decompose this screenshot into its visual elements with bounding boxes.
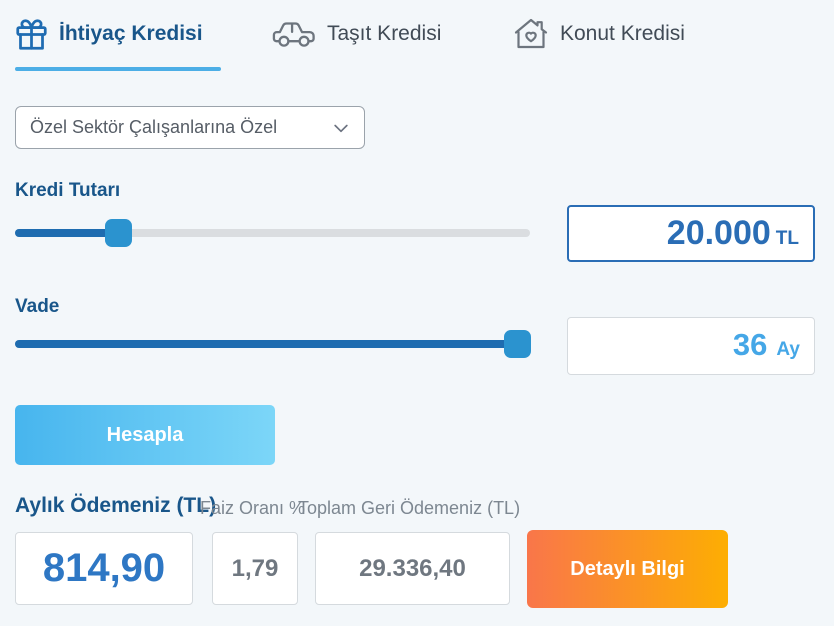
- interest-rate-label: Faiz Oranı %: [200, 498, 306, 518]
- tab-label-tasit: Taşıt Kredisi: [327, 22, 442, 45]
- monthly-payment-value: 814,90: [42, 546, 166, 590]
- car-icon: [272, 19, 316, 50]
- detail-info-button[interactable]: Detaylı Bilgi: [527, 530, 728, 608]
- tab-label-konut: Konut Kredisi: [560, 22, 685, 45]
- amount-value-box[interactable]: 20.000 TL: [567, 205, 815, 262]
- amount-slider-fill: [15, 229, 118, 237]
- amount-slider-thumb[interactable]: [105, 219, 132, 247]
- house-heart-icon: [513, 16, 549, 52]
- monthly-payment-box: 814,90: [15, 532, 193, 605]
- gift-icon: [15, 18, 48, 51]
- amount-label: Kredi Tutarı: [15, 180, 121, 201]
- calculate-button[interactable]: Hesapla: [15, 405, 275, 465]
- active-tab-underline: [15, 67, 221, 71]
- tab-ihtiyac-kredisi[interactable]: İhtiyaç Kredisi: [15, 14, 203, 54]
- monthly-payment-label: Aylık Ödemeniz (TL): [15, 494, 217, 517]
- term-value: 36: [732, 327, 768, 362]
- amount-value: 20.000: [666, 214, 771, 252]
- interest-rate-box: 1,79: [212, 532, 298, 605]
- interest-rate-value: 1,79: [231, 554, 279, 582]
- term-value-box[interactable]: 36 Ay: [567, 317, 815, 375]
- amount-slider-track[interactable]: [15, 229, 530, 237]
- segment-select[interactable]: Özel Sektör Çalışanlarına Özel: [15, 106, 365, 149]
- total-payback-box: 29.336,40: [315, 532, 510, 605]
- amount-slider[interactable]: [15, 219, 530, 247]
- total-payback-value: 29.336,40: [359, 554, 466, 582]
- chevron-down-icon: [331, 118, 351, 138]
- term-slider[interactable]: [15, 330, 532, 358]
- term-slider-fill: [15, 340, 518, 348]
- term-unit: Ay: [776, 339, 800, 360]
- segment-select-value: Özel Sektör Çalışanlarına Özel: [30, 117, 278, 137]
- term-label: Vade: [15, 296, 60, 317]
- tab-tasit-kredisi[interactable]: Taşıt Kredisi: [272, 14, 441, 54]
- tab-label-ihtiyac: İhtiyaç Kredisi: [59, 22, 203, 45]
- tab-konut-kredisi[interactable]: Konut Kredisi: [513, 14, 685, 54]
- total-payback-label: Toplam Geri Ödemeniz (TL): [298, 498, 521, 518]
- amount-unit: TL: [775, 228, 799, 249]
- term-slider-thumb[interactable]: [504, 330, 532, 358]
